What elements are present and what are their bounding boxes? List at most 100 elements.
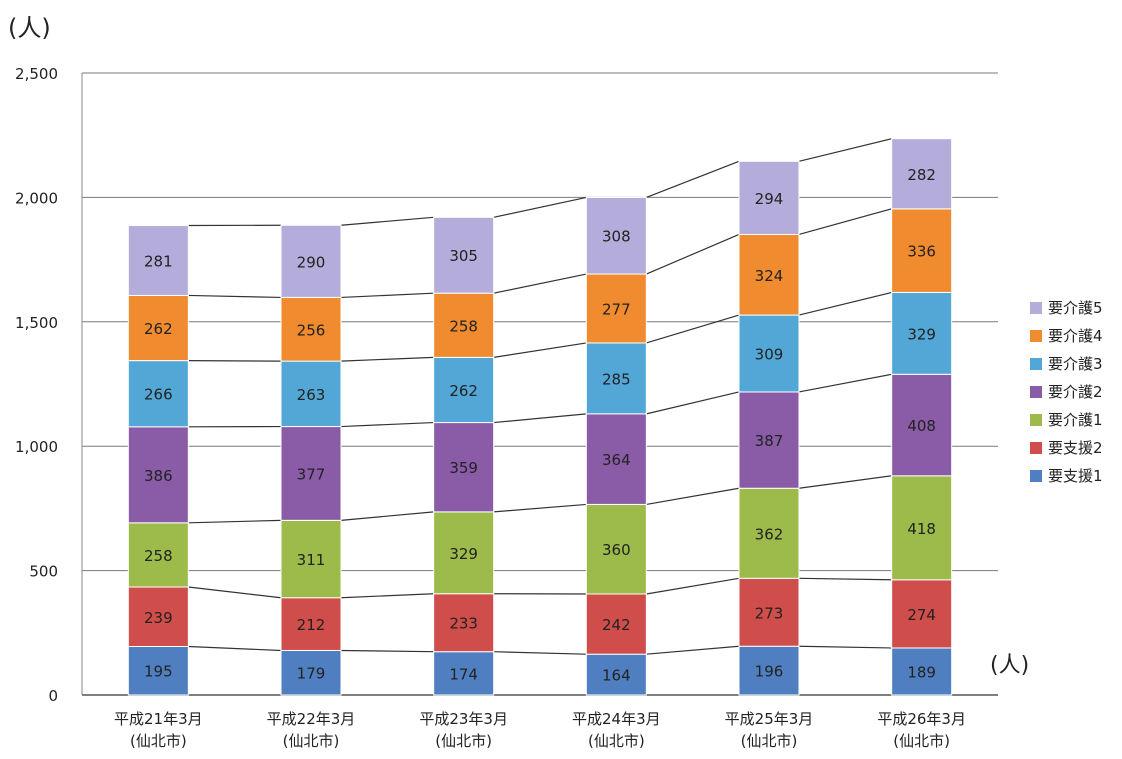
data-label: 273 [755,604,784,622]
series-connector [494,274,587,293]
series-connector [646,646,739,654]
legend-swatch [1030,414,1042,426]
data-label: 418 [907,520,936,538]
data-label: 305 [449,247,478,265]
series-connector [799,646,892,648]
series-connector [494,197,587,217]
data-label: 324 [755,267,784,285]
y-tick-label: 500 [29,563,58,581]
series-connector [494,652,587,654]
data-label: 329 [449,545,478,563]
data-label: 233 [449,615,478,633]
data-label: 174 [449,665,478,683]
y-tick-label: 1,000 [15,438,58,456]
data-label: 285 [602,370,631,388]
data-label: 329 [907,325,936,343]
data-label: 281 [144,252,173,270]
data-label: 196 [755,663,784,681]
y-tick-label: 2,000 [15,189,58,207]
data-label: 266 [144,386,173,404]
data-label: 274 [907,606,936,624]
series-connector [646,578,739,594]
legend-label: 要支援1 [1048,467,1103,485]
legend-swatch [1030,386,1042,398]
series-connector [188,520,281,522]
series-connector [341,423,434,427]
series-connector [799,476,892,488]
x-tick-label: 平成21年3月(仙北市) [114,710,203,750]
x-unit-label: (人) [990,653,1029,678]
data-label: 360 [602,541,631,559]
data-label: 258 [144,547,173,565]
legend-label: 要支援2 [1048,439,1103,457]
series-connector [188,295,281,297]
series-connector [799,578,892,579]
data-label: 308 [602,228,631,246]
data-label: 277 [602,300,631,318]
series-connector [646,234,739,274]
series-connector [799,209,892,235]
x-tick-label: 平成24年3月(仙北市) [572,710,661,750]
data-label: 239 [144,609,173,627]
data-label: 282 [907,166,936,184]
legend-swatch [1030,470,1042,482]
y-tick-label: 0 [48,687,58,705]
legend-label: 要介護1 [1048,411,1103,429]
data-label: 242 [602,616,631,634]
series-connector [341,594,434,598]
data-label: 359 [449,459,478,477]
series-connector [494,414,587,423]
series-connector [341,650,434,651]
legend-swatch [1030,442,1042,454]
series-connector [646,161,739,197]
data-label: 387 [755,432,784,450]
data-label: 386 [144,467,173,485]
data-label: 294 [755,190,784,208]
x-tick-label: 平成22年3月(仙北市) [267,710,356,750]
data-label: 179 [297,665,326,683]
series-connector [646,488,739,504]
legend-swatch [1030,330,1042,342]
data-label: 377 [297,465,326,483]
data-label: 262 [449,382,478,400]
data-label: 364 [602,451,631,469]
series-connector [494,504,587,511]
series-connector [646,315,739,343]
data-label: 195 [144,663,173,681]
data-label: 164 [602,667,631,685]
series-connector [799,374,892,392]
data-label: 362 [755,525,784,543]
data-label: 212 [297,616,326,634]
series-connector [799,139,892,162]
x-tick-label: 平成23年3月(仙北市) [419,710,508,750]
series-connector [341,293,434,297]
x-tick-label: 平成25年3月(仙北市) [725,710,814,750]
series-connector [188,587,281,598]
series-connector [494,343,587,357]
series-connector [341,512,434,520]
data-label: 262 [144,320,173,338]
series-connector [646,392,739,414]
series-connector [799,292,892,315]
legend-label: 要介護2 [1048,383,1103,401]
data-label: 189 [907,663,936,681]
data-label: 408 [907,417,936,435]
legend-swatch [1030,358,1042,370]
legend-swatch [1030,302,1042,314]
series-connector [188,646,281,650]
y-tick-label: 1,500 [15,314,58,332]
data-label: 256 [297,321,326,339]
legend-label: 要介護5 [1048,299,1103,317]
data-label: 311 [297,551,326,569]
data-label: 263 [297,386,326,404]
series-connector [341,217,434,225]
legend-label: 要介護3 [1048,355,1103,373]
data-label: 309 [755,346,784,364]
x-tick-label: 平成26年3月(仙北市) [877,710,966,750]
data-label: 336 [907,243,936,261]
legend-label: 要介護4 [1048,327,1103,345]
y-tick-label: 2,500 [15,65,58,83]
series-connector [341,357,434,361]
